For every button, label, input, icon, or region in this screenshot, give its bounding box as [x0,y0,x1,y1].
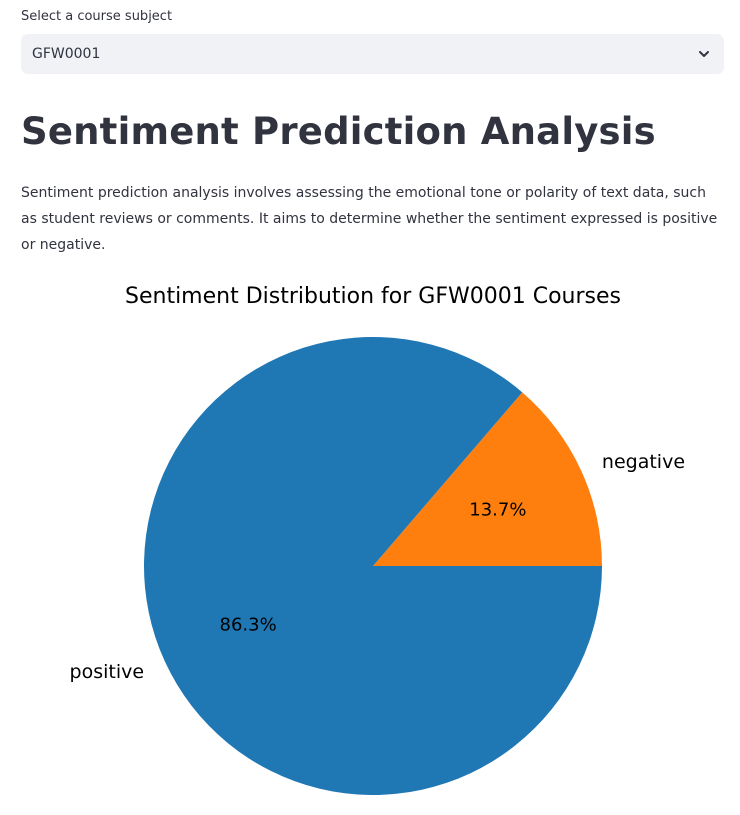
page-title: Sentiment Prediction Analysis [21,110,656,153]
pie-category-label-negative: negative [602,451,685,473]
pie-category-label-positive: positive [70,661,145,683]
description-text: Sentiment prediction analysis involves a… [21,185,718,253]
pie-pct-label-positive: 86.3% [220,614,277,635]
pie-slice-positive [143,336,602,795]
chart-title: Sentiment Distribution for GFW0001 Cours… [125,284,621,309]
select-value: GFW0001 [32,46,101,62]
pie-slice-negative [373,392,602,566]
chevron-down-icon[interactable] [698,48,710,60]
select-label: Select a course subject [21,9,173,24]
sentiment-pie-chart: Sentiment Distribution for GFW0001 Cours… [70,284,685,795]
pie-pct-label-negative: 13.7% [469,500,526,521]
course-subject-select[interactable]: GFW0001 [21,34,724,74]
